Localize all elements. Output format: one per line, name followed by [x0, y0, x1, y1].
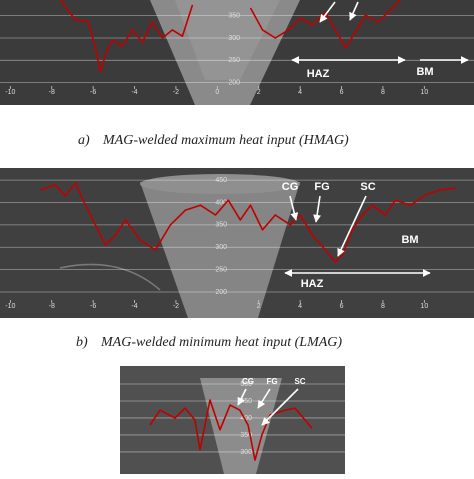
x-tick-label: 10	[420, 303, 428, 310]
micrograph-b	[0, 168, 474, 318]
y-tick-label: 400	[215, 199, 227, 206]
micrograph-c	[120, 366, 345, 474]
y-tick-label: 250	[228, 57, 240, 64]
y-tick-label: 250	[215, 266, 227, 273]
x-tick-label: -2	[173, 303, 179, 310]
caption-label: a)	[78, 133, 90, 148]
caption: MAG-welded maximum heat input (HMAG)	[102, 133, 349, 148]
x-tick-label: 2	[257, 89, 261, 96]
annotation: HAZ	[307, 68, 330, 80]
caption-label: b)	[76, 335, 88, 350]
y-tick-label: 450	[215, 177, 227, 184]
plots: 350 300 250 200 -10 -8 -6 -4 -2 0 2 4 6 8 10 450 400 350 3…	[0, 0, 474, 461]
x-tick-label: 0	[215, 89, 219, 96]
x-tick-label: -4	[131, 89, 137, 96]
hardness-profile	[40, 182, 456, 263]
pointer-arrow	[319, 1, 336, 23]
x-tick-label: -2	[173, 89, 179, 96]
y-tick-label: 200	[215, 289, 227, 296]
annotation: SC	[294, 377, 305, 386]
plot: 450 400 350 300 250 200 -10 -8 -6 -4 -2 2 4 6 8 10	[0, 177, 474, 310]
x-tick-label: 4	[298, 303, 302, 310]
y-tick-label: 350	[228, 12, 240, 19]
pointer-arrow	[313, 195, 322, 223]
y-tick-label: 500	[240, 381, 252, 388]
pointer-arrow	[289, 195, 299, 221]
x-tick-label: 8	[381, 303, 385, 310]
pointer-arrow	[337, 195, 367, 257]
annotation: CG	[282, 181, 299, 193]
y-tick-label: 300	[240, 449, 252, 456]
x-tick-label: -6	[90, 89, 96, 96]
y-tick-label: 350	[240, 432, 252, 439]
pointer-arrow	[237, 388, 247, 406]
x-tick-label: -8	[49, 89, 55, 96]
x-tick-label: -10	[5, 303, 15, 310]
annotation: BM	[416, 66, 433, 78]
x-tick-label: 4	[298, 89, 302, 96]
y-tick-label: 300	[228, 35, 240, 42]
y-tick-label: 300	[215, 244, 227, 251]
pointer-arrow	[349, 1, 359, 21]
pointer-arrow	[257, 388, 271, 409]
annotation: FG	[314, 181, 329, 193]
x-tick-label: 6	[340, 89, 344, 96]
caption: MAG-welded minimum heat input (LMAG)	[100, 335, 342, 350]
annotation: SC	[360, 181, 375, 193]
annotation: HAZ	[301, 278, 324, 290]
y-tick-label: 400	[240, 415, 252, 422]
x-tick-label: -6	[90, 303, 96, 310]
annotation: FG	[266, 377, 277, 386]
annotation: BM	[401, 234, 418, 246]
x-tick-label: 8	[381, 89, 385, 96]
x-tick-label: -4	[131, 303, 137, 310]
hardness-profile	[59, 0, 401, 73]
plot: 500 450 400 350 300	[120, 381, 345, 461]
pointer-arrow	[261, 388, 299, 426]
hardness-profile	[149, 399, 313, 461]
x-tick-label: -8	[49, 303, 55, 310]
x-tick-label: 2	[257, 303, 261, 310]
y-tick-label: 200	[228, 80, 240, 87]
y-tick-label: 350	[215, 222, 227, 229]
x-tick-label: -10	[5, 89, 15, 96]
annotation: CG	[242, 377, 254, 386]
x-tick-label: 6	[340, 303, 344, 310]
y-tick-label: 450	[240, 398, 252, 405]
x-tick-label: 10	[420, 89, 428, 96]
micrograph-a	[0, 0, 474, 105]
